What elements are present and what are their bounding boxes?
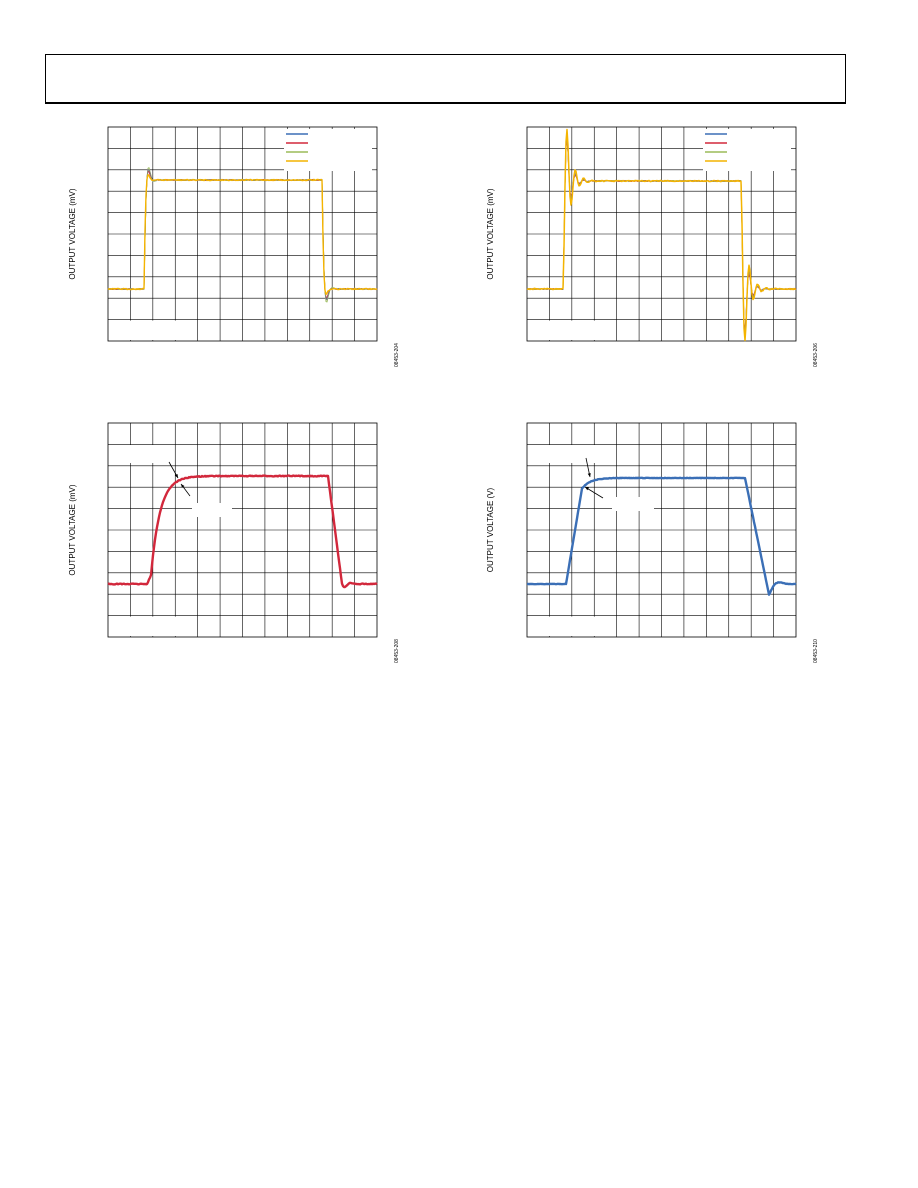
trace [526,476,797,596]
legend-blank [703,129,791,171]
arrow-head [585,487,589,491]
arrow-head [587,473,591,477]
annotation-blank [528,616,601,636]
figure-code: 08453-210 [813,639,819,663]
annotation-blank [548,445,598,463]
y-axis-label: OUTPUT VOLTAGE (V) [486,487,495,572]
y-axis-label: OUTPUT VOLTAGE (mV) [68,188,77,279]
annotation-blank [128,445,168,463]
arrow-head [181,484,185,488]
arrow-head [174,474,178,478]
y-axis-label: OUTPUT VOLTAGE (mV) [68,484,77,575]
annotation-blank [528,320,601,340]
annotation-blank [192,503,232,517]
figure: OUTPUT VOLTAGE (V) 08453-210 [486,422,819,663]
trace [107,474,378,589]
annotation-blank [109,320,182,340]
trace [526,128,797,342]
annotation-blank [612,497,654,511]
figure-code: 08453-204 [394,343,400,367]
figure: OUTPUT VOLTAGE (mV) 08453-208 [68,422,400,663]
figure-code: 08453-206 [813,343,819,367]
header-box [45,54,846,103]
figure-code: 08453-208 [394,639,400,663]
annotation-blank [109,616,182,636]
legend-blank [284,129,372,171]
trace [107,173,378,296]
y-axis-label: OUTPUT VOLTAGE (mV) [486,188,495,279]
